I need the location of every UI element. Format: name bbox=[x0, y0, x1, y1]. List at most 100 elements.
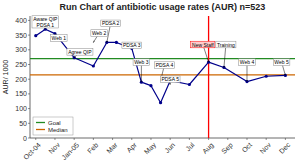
title: Run Chart of antibiotic usage rates (AUR… bbox=[60, 2, 266, 12]
x-tick bbox=[112, 138, 113, 140]
x-tick bbox=[54, 138, 55, 140]
y-tick bbox=[28, 108, 30, 109]
annotation: Aware QIPPDSA 1 bbox=[32, 16, 59, 28]
annotation: Web 4 bbox=[239, 59, 256, 66]
y-tick bbox=[28, 79, 30, 80]
annotation-box bbox=[155, 62, 175, 69]
x-tick-label: Mar bbox=[105, 141, 119, 155]
data-point bbox=[188, 83, 191, 86]
annotation-box bbox=[122, 42, 142, 49]
x-tick bbox=[208, 138, 209, 140]
annotation-line: PDSA 1 bbox=[37, 22, 55, 28]
annotation: Web 3 bbox=[133, 59, 150, 66]
annotation: PDSA 3 bbox=[122, 42, 142, 49]
event-line bbox=[208, 16, 209, 138]
legend-entry: Goal bbox=[48, 120, 61, 126]
x-tick bbox=[285, 138, 286, 140]
annotation-text: Web 5 bbox=[274, 59, 289, 65]
y-tick-label: 250 bbox=[15, 61, 27, 68]
annotation-arrow bbox=[246, 65, 247, 81]
legend-entry: Median bbox=[48, 127, 68, 133]
x-tick bbox=[35, 138, 36, 140]
annotation-line: New Staff bbox=[192, 42, 214, 48]
annotation-text: Web 3 bbox=[134, 59, 149, 65]
annotation-box bbox=[51, 35, 68, 42]
annotation: Web 2 bbox=[91, 30, 108, 37]
x-axis-line bbox=[30, 138, 295, 139]
y-tick bbox=[28, 93, 30, 94]
annotation-line: PDSA 3 bbox=[123, 42, 141, 48]
annotation-line: Training bbox=[217, 42, 235, 48]
y-tick-label: 0 bbox=[23, 135, 27, 142]
x-tick bbox=[93, 138, 94, 140]
x-tick-label: Oct-04 bbox=[22, 141, 42, 161]
annotation-box bbox=[133, 59, 150, 66]
data-point bbox=[115, 41, 118, 44]
data-point bbox=[34, 34, 37, 37]
data-point bbox=[265, 75, 268, 78]
x-tick bbox=[131, 138, 132, 140]
y-tick-label: 400 bbox=[15, 17, 27, 24]
y-tick-label: 50 bbox=[19, 120, 27, 127]
annotation-arrow bbox=[93, 36, 97, 42]
legend-swatch bbox=[36, 122, 45, 123]
x-tick bbox=[227, 138, 228, 140]
annotation-text: PDSA 4 bbox=[156, 62, 174, 68]
x-tick-label: Dec bbox=[278, 141, 292, 155]
annotation-box bbox=[216, 41, 236, 48]
annotation-arrow bbox=[283, 65, 286, 75]
annotation-line: PDSA 5 bbox=[161, 76, 179, 82]
data-point bbox=[73, 56, 76, 59]
x-tick-label: May bbox=[143, 141, 158, 156]
annotation-text: Agree QIP bbox=[68, 49, 92, 55]
data-point bbox=[159, 101, 162, 104]
data-line bbox=[36, 29, 286, 102]
annotation-box bbox=[91, 30, 108, 37]
annotation-line: PDSA 4 bbox=[156, 62, 174, 68]
y-tick-label: 200 bbox=[15, 76, 27, 83]
annotation-arrow bbox=[224, 48, 226, 68]
annotation-arrows bbox=[45, 27, 285, 85]
annotation-text: Aware QIPPDSA 1 bbox=[33, 16, 58, 28]
annotation-box bbox=[101, 20, 121, 27]
annotation: PDSA 4 bbox=[155, 62, 175, 69]
annotation-text: PDSA 5 bbox=[161, 76, 179, 82]
annotation-arrow bbox=[204, 48, 209, 62]
legend-swatch bbox=[36, 129, 45, 130]
annotation-line: Web 2 bbox=[92, 30, 107, 36]
legend: GoalMedian bbox=[33, 117, 73, 135]
annotation: Web 1 bbox=[51, 35, 68, 42]
x-tick bbox=[170, 138, 171, 140]
annotation-arrow bbox=[74, 55, 77, 58]
annotation-box bbox=[191, 41, 215, 48]
annotation-line: Web 3 bbox=[134, 59, 149, 65]
y-axis-line bbox=[30, 16, 31, 138]
x-tick bbox=[266, 138, 267, 140]
x-tick-label: Jun bbox=[163, 141, 176, 154]
y-tick bbox=[28, 123, 30, 124]
y-tick bbox=[28, 20, 30, 21]
annotation: New Staff bbox=[191, 41, 215, 48]
y-label: AUR/ 1000 bbox=[2, 60, 9, 94]
x-tick-label: Jul bbox=[184, 141, 196, 153]
annotation: Training bbox=[216, 41, 236, 48]
y-tick-label: 300 bbox=[15, 46, 27, 53]
y-tick bbox=[28, 138, 30, 139]
chart: Run Chart of antibiotic usage rates (AUR… bbox=[0, 0, 300, 168]
plot-area bbox=[30, 16, 295, 138]
y-tick-label: 100 bbox=[15, 105, 27, 112]
y-tick bbox=[28, 64, 30, 65]
annotation-text: Web 2 bbox=[92, 30, 107, 36]
annotation-line: PDSA 2 bbox=[102, 20, 120, 26]
x-tick-label: Apr bbox=[125, 141, 139, 155]
x-tick bbox=[74, 138, 75, 140]
data-point bbox=[92, 64, 95, 67]
x-tick bbox=[189, 138, 190, 140]
annotation-box bbox=[32, 16, 59, 28]
annotation: PDSA 5 bbox=[160, 76, 180, 83]
annotation-text: PDSA 3 bbox=[123, 42, 141, 48]
annotation-arrow bbox=[141, 65, 142, 82]
annotations: Aware QIPPDSA 1 Web 1 Agree QIP Web 2 PDSA 2… bbox=[32, 16, 290, 83]
x-tick-label: Oct bbox=[240, 141, 253, 154]
annotation-box bbox=[273, 59, 290, 66]
